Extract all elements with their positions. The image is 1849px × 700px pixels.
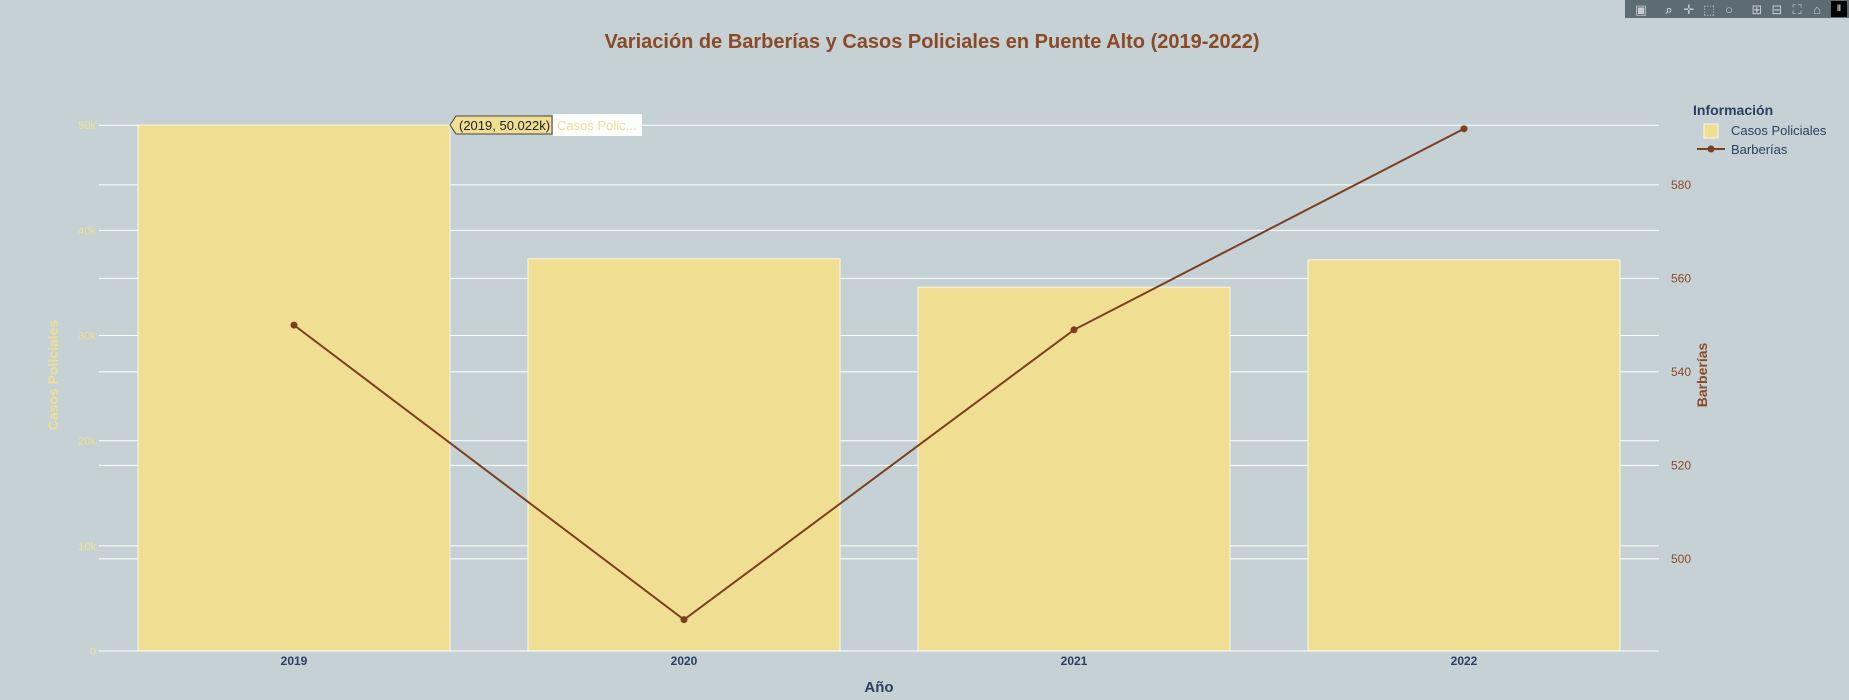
y-tick-label: 20k <box>78 436 96 448</box>
x-tick-label: 2019 <box>281 654 308 668</box>
legend-label-casos: Casos Policiales <box>1731 123 1827 138</box>
pan-icon[interactable]: ✛ <box>1683 1 1695 17</box>
legend-label-barberias: Barberías <box>1731 142 1788 157</box>
y2-tick-label: 580 <box>1671 178 1691 192</box>
zoom-icon[interactable]: ⌕ <box>1665 1 1673 17</box>
y-tick-label: 30k <box>78 331 96 343</box>
bar-series[interactable] <box>137 124 1621 652</box>
tooltip-series-box <box>553 114 642 136</box>
point-2021[interactable] <box>1070 326 1078 334</box>
x-axis: 2019 2020 2021 2022 <box>281 654 1478 668</box>
y2-tick-label: 520 <box>1671 458 1691 472</box>
hover-tooltip: (2019, 50.022k) Casos Polic... <box>449 114 642 136</box>
zoom-in-icon[interactable]: ⊞ <box>1751 1 1763 17</box>
bar-2020[interactable] <box>527 258 841 652</box>
box-select-icon[interactable]: ⬚ <box>1702 1 1716 17</box>
x-axis-title: Año <box>864 679 893 696</box>
camera-icon[interactable]: ▣ <box>1634 1 1648 17</box>
x-tick-label: 2021 <box>1061 654 1088 668</box>
reset-axes-icon[interactable]: ⌂ <box>1813 1 1821 17</box>
bar-2021[interactable] <box>917 286 1231 652</box>
y-tick-label: 0 <box>90 646 96 658</box>
y-axis-right-title: Barberías <box>1694 342 1710 407</box>
lasso-icon[interactable]: ○ <box>1725 1 1733 17</box>
y2-tick-label: 540 <box>1671 365 1691 379</box>
point-2022[interactable] <box>1460 125 1468 133</box>
zoom-out-icon[interactable]: ⊟ <box>1771 1 1783 17</box>
point-2019[interactable] <box>290 321 298 329</box>
tooltip-text: (2019, 50.022k) <box>459 118 550 133</box>
tooltip-series-name: Casos Polic... <box>557 118 636 133</box>
bar-2019[interactable] <box>137 124 451 652</box>
legend-swatch-marker <box>1707 145 1715 153</box>
y-tick-label: 40k <box>78 225 96 237</box>
legend: Información Casos Policiales Barberías <box>1693 102 1827 157</box>
chart-title: Variación de Barberías y Casos Policiale… <box>604 31 1259 53</box>
x-tick-label: 2022 <box>1451 654 1478 668</box>
modebar-toolbar: ▣ ⌕ ✛ ⬚ ○ ⊞ ⊟ ⛶ ⌂ Ⅱ <box>1625 0 1849 18</box>
legend-item-barberias[interactable]: Barberías <box>1697 142 1788 157</box>
y2-tick-label: 560 <box>1671 271 1691 285</box>
line-barberias <box>293 127 1465 621</box>
y-axis-left-title: Casos Policiales <box>45 320 61 431</box>
tooltip-box <box>449 115 553 135</box>
legend-title: Información <box>1693 102 1773 118</box>
x-tick-label: 2020 <box>671 654 698 668</box>
autoscale-icon[interactable]: ⛶ <box>1792 1 1802 17</box>
y2-tick-label: 500 <box>1671 552 1691 566</box>
legend-swatch-bar <box>1703 123 1719 139</box>
y-axis-right: 500 520 540 560 580 <box>1671 178 1691 566</box>
bar-2022[interactable] <box>1307 259 1621 652</box>
legend-item-casos[interactable]: Casos Policiales <box>1703 123 1827 139</box>
y-axis-left: 0 10k 20k 30k 40k 50k <box>78 120 96 658</box>
plotly-logo-icon[interactable]: Ⅱ <box>1831 1 1847 17</box>
line-series[interactable] <box>290 125 1468 624</box>
point-2020[interactable] <box>680 616 688 624</box>
y-tick-label: 10k <box>78 541 96 553</box>
y-tick-label: 50k <box>78 120 96 132</box>
